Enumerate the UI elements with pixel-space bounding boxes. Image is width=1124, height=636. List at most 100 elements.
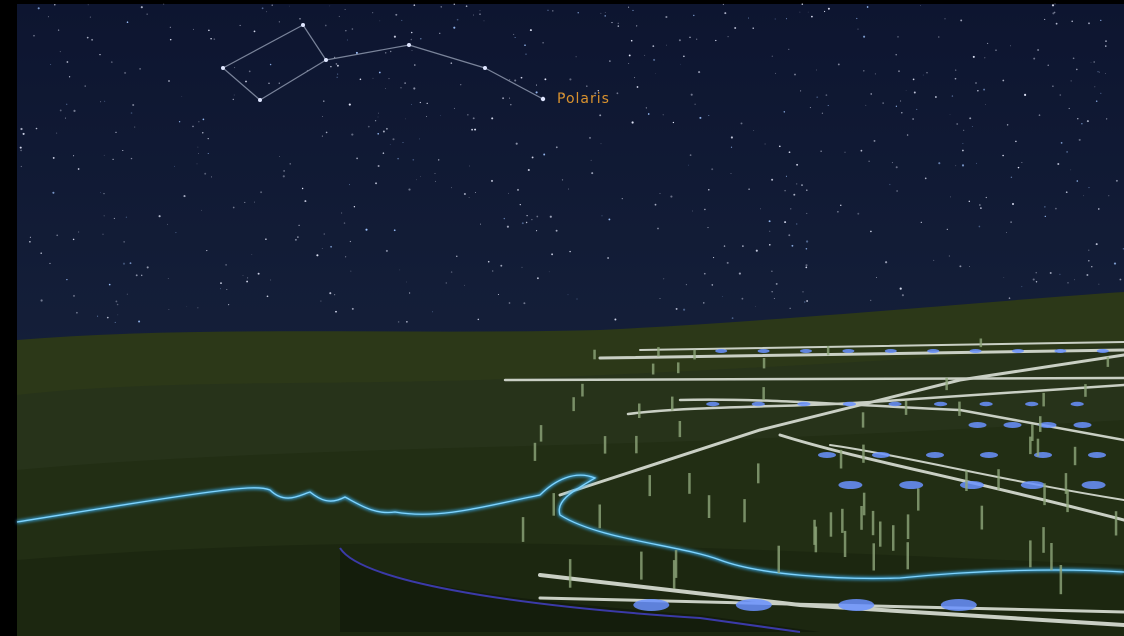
star [708, 115, 710, 116]
star [857, 212, 860, 215]
star [1091, 266, 1093, 268]
star [323, 100, 325, 102]
tree [757, 463, 760, 484]
star [809, 107, 811, 109]
star [898, 70, 900, 73]
star [378, 71, 381, 74]
star [181, 95, 183, 97]
star [410, 31, 413, 34]
star [334, 294, 336, 296]
star [955, 69, 957, 71]
star [163, 3, 165, 5]
star [73, 155, 75, 157]
star [228, 304, 230, 306]
star [1098, 208, 1100, 210]
tree [1031, 424, 1034, 441]
star [531, 218, 533, 221]
star [670, 195, 673, 198]
tree [674, 550, 678, 578]
star [420, 38, 422, 40]
star [426, 115, 428, 117]
star [1094, 86, 1096, 88]
star [298, 224, 300, 227]
tree [762, 387, 765, 401]
star [730, 146, 733, 148]
tree [603, 436, 607, 454]
star [1106, 118, 1108, 120]
star [690, 93, 693, 96]
star [356, 157, 358, 160]
tree [980, 505, 984, 530]
star [418, 138, 420, 140]
star [740, 122, 743, 125]
star [801, 3, 804, 5]
star [978, 225, 981, 228]
star [636, 25, 638, 27]
star [961, 164, 965, 167]
tree [688, 473, 691, 494]
star [526, 214, 528, 217]
star [432, 311, 434, 313]
star [784, 189, 786, 192]
star [420, 176, 421, 177]
street-light [1003, 422, 1022, 428]
star [167, 79, 171, 83]
star [617, 22, 619, 24]
star [445, 282, 448, 284]
star [1051, 4, 1055, 7]
star [916, 108, 918, 110]
star [552, 10, 554, 12]
tree [581, 383, 584, 397]
star [1037, 49, 1040, 51]
star [896, 190, 898, 192]
star [1032, 278, 1035, 281]
star [278, 82, 280, 84]
star [84, 85, 86, 87]
star [840, 204, 842, 206]
tree [872, 543, 875, 571]
star [1017, 166, 1020, 169]
star [1088, 249, 1090, 251]
star [589, 136, 591, 139]
star [453, 3, 456, 6]
star [52, 191, 55, 194]
star [956, 123, 959, 125]
star [73, 109, 76, 112]
tree [1042, 527, 1045, 553]
road [538, 596, 1124, 614]
tree [829, 512, 833, 537]
star [232, 98, 235, 101]
star [115, 300, 118, 303]
star [20, 149, 22, 152]
star [52, 156, 55, 159]
star [130, 157, 133, 160]
star [806, 240, 809, 243]
tree [814, 526, 818, 553]
tree [871, 510, 875, 536]
star [628, 62, 630, 64]
star [192, 125, 194, 128]
tree [1050, 543, 1053, 571]
star [213, 38, 216, 40]
star [806, 212, 808, 214]
star [100, 101, 102, 103]
star [987, 42, 989, 44]
star [722, 296, 723, 297]
star [899, 287, 902, 290]
star [703, 302, 705, 304]
star [1021, 162, 1023, 164]
star [134, 126, 136, 128]
star [685, 284, 687, 286]
star [132, 103, 135, 107]
star [341, 212, 343, 214]
star [301, 187, 304, 190]
star [377, 116, 379, 118]
star [377, 133, 380, 135]
star [1095, 243, 1098, 246]
star [473, 14, 475, 16]
tree [533, 442, 537, 461]
star [66, 278, 68, 281]
star [114, 321, 116, 323]
star [225, 264, 227, 266]
star [1010, 176, 1013, 178]
